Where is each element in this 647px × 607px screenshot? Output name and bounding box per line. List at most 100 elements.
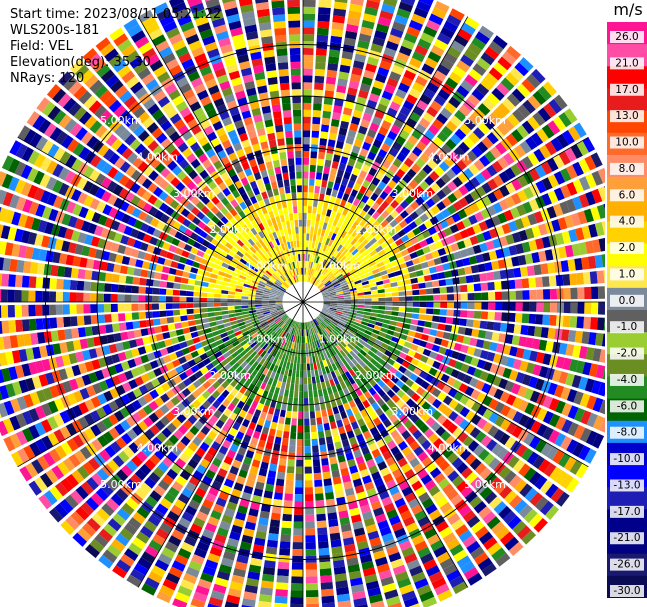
range-gate <box>518 414 530 427</box>
range-gate <box>193 308 201 314</box>
range-gate <box>215 279 224 285</box>
range-gate <box>367 350 376 358</box>
range-gate <box>383 314 392 320</box>
range-gate <box>9 140 22 156</box>
range-gate <box>265 235 272 243</box>
range-gate <box>473 311 482 319</box>
range-gate <box>502 302 509 311</box>
range-gate <box>256 524 268 533</box>
range-gate <box>489 342 498 352</box>
range-gate <box>509 495 523 509</box>
range-gate <box>462 336 471 345</box>
range-gate <box>576 140 589 156</box>
range-gate <box>158 303 166 310</box>
range-gate <box>259 510 270 519</box>
range-gate <box>447 181 458 192</box>
range-gate <box>130 81 144 94</box>
range-gate <box>149 360 159 369</box>
range-gate <box>339 516 351 526</box>
range-gate <box>280 314 287 320</box>
range-gate <box>364 382 373 391</box>
range-gate <box>330 421 337 430</box>
range-gate <box>414 376 424 386</box>
range-gate <box>516 525 532 540</box>
range-gate <box>167 274 176 282</box>
range-gate <box>382 384 391 393</box>
range-gate <box>286 466 295 474</box>
range-gate <box>405 296 413 301</box>
range-gate <box>133 437 145 449</box>
range-gate <box>395 379 405 389</box>
range-gate <box>233 213 242 222</box>
range-gate <box>137 365 147 375</box>
range-gate <box>206 302 214 307</box>
range-gate <box>335 212 342 221</box>
range-gate <box>378 297 386 302</box>
range-gate <box>275 582 289 590</box>
range-gate <box>277 320 284 327</box>
range-gate <box>229 217 238 226</box>
range-gate <box>415 157 426 169</box>
range-gate <box>343 216 351 225</box>
range-gate <box>349 340 357 348</box>
range-gate <box>444 270 452 278</box>
range-gate <box>358 360 367 368</box>
range-gate <box>436 551 451 564</box>
range-gate <box>326 223 332 232</box>
range-gate <box>386 380 395 389</box>
range-gate <box>447 452 459 464</box>
range-gate <box>339 461 348 470</box>
range-gate <box>449 224 460 234</box>
range-gate <box>581 225 592 240</box>
range-gate <box>378 331 387 338</box>
range-gate <box>483 536 498 551</box>
range-gate <box>332 268 339 275</box>
range-gate <box>0 289 8 302</box>
range-gate <box>185 481 197 493</box>
range-gate <box>176 413 187 424</box>
range-gate <box>303 233 306 241</box>
range-gate <box>89 538 105 553</box>
range-gate <box>268 278 275 284</box>
range-gate <box>81 349 91 361</box>
range-gate <box>220 302 228 307</box>
range-gate <box>371 448 381 459</box>
range-gate <box>317 325 322 332</box>
range-gate <box>330 167 338 176</box>
range-gate <box>255 371 262 380</box>
range-gate <box>379 60 392 71</box>
range-gate <box>268 526 280 535</box>
range-gate <box>510 207 521 219</box>
range-gate <box>515 347 525 359</box>
range-gate <box>531 338 541 350</box>
range-gate <box>477 103 491 116</box>
range-gate <box>114 423 126 436</box>
range-gate <box>368 167 378 177</box>
range-gate <box>33 170 45 185</box>
range-gate <box>79 387 90 400</box>
range-gate <box>271 274 278 281</box>
range-gate <box>438 478 450 490</box>
range-gate <box>199 441 210 452</box>
range-gate <box>405 302 413 307</box>
range-gate <box>387 358 396 366</box>
range-gate <box>371 302 379 306</box>
range-gate <box>132 276 140 285</box>
range-gate <box>147 571 163 584</box>
range-gate <box>145 78 159 91</box>
range-gate <box>492 107 506 121</box>
range-gate <box>316 417 323 425</box>
range-gate <box>532 90 547 105</box>
range-gate <box>224 177 234 187</box>
range-gate <box>220 461 231 472</box>
range-gate <box>281 315 288 321</box>
range-gate <box>76 304 84 314</box>
range-gate <box>190 331 199 339</box>
range-gate <box>347 385 355 394</box>
range-gate <box>261 323 269 329</box>
range-gate <box>313 255 318 263</box>
range-gate <box>453 146 465 158</box>
range-gate <box>86 517 101 532</box>
range-gate <box>405 307 413 313</box>
range-gate <box>374 276 383 282</box>
